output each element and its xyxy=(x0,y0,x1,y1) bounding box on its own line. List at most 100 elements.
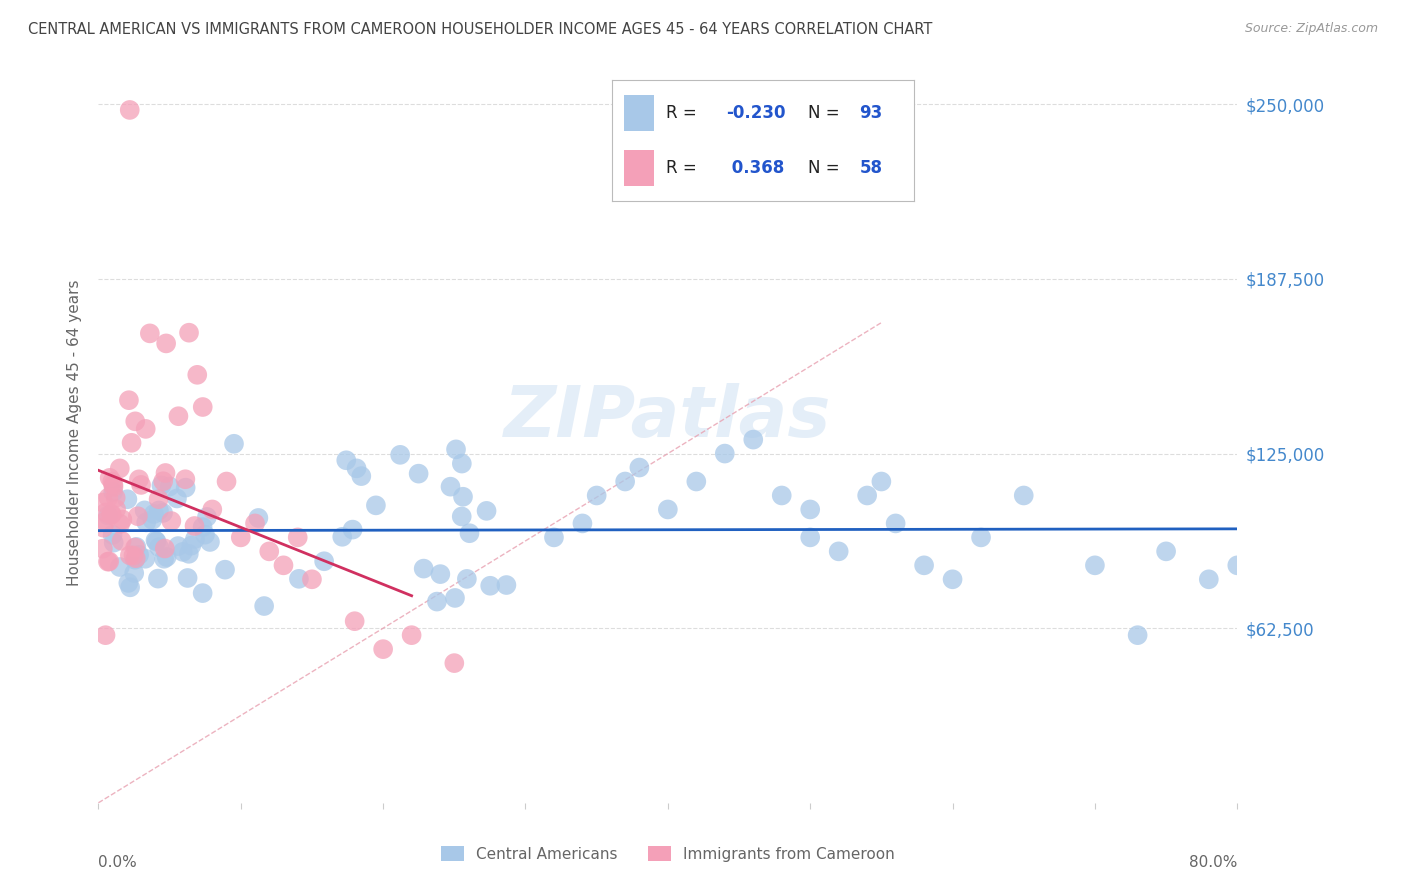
Point xyxy=(135,422,157,436)
Point xyxy=(412,561,434,575)
Text: 58: 58 xyxy=(859,159,883,178)
Point xyxy=(103,480,125,494)
Point xyxy=(314,554,336,568)
Point xyxy=(118,549,141,563)
Point xyxy=(94,514,117,528)
Point xyxy=(330,530,353,544)
Point xyxy=(628,460,651,475)
Point xyxy=(364,499,387,513)
Point xyxy=(1012,488,1035,502)
Legend: Central Americans, Immigrants from Cameroon: Central Americans, Immigrants from Camer… xyxy=(441,846,894,862)
Point xyxy=(97,508,120,523)
Text: N =: N = xyxy=(808,103,845,122)
Point xyxy=(1154,544,1177,558)
Point xyxy=(176,571,198,585)
Text: 93: 93 xyxy=(859,103,883,122)
Point xyxy=(614,475,637,489)
Point xyxy=(714,446,737,460)
Point xyxy=(139,326,162,341)
Point xyxy=(273,558,295,573)
Point xyxy=(128,548,150,562)
Text: CENTRAL AMERICAN VS IMMIGRANTS FROM CAMEROON HOUSEHOLDER INCOME AGES 45 - 64 YEA: CENTRAL AMERICAN VS IMMIGRANTS FROM CAME… xyxy=(28,22,932,37)
Point xyxy=(247,511,270,525)
Point xyxy=(288,572,311,586)
Point xyxy=(543,530,565,544)
Point xyxy=(103,485,125,500)
Point xyxy=(125,551,148,566)
Text: N =: N = xyxy=(808,159,845,178)
Point xyxy=(148,540,170,554)
Point xyxy=(134,551,156,566)
Point xyxy=(100,508,122,522)
Text: 0.0%: 0.0% xyxy=(98,855,138,870)
Point xyxy=(122,566,145,580)
Point xyxy=(186,368,208,382)
Point xyxy=(373,642,395,657)
Point xyxy=(155,466,177,480)
Point xyxy=(108,516,131,531)
Point xyxy=(799,530,821,544)
Point xyxy=(160,514,183,528)
Point xyxy=(117,492,139,507)
Point xyxy=(153,541,176,556)
Point xyxy=(444,442,467,457)
Point xyxy=(148,492,170,507)
Point xyxy=(117,576,139,591)
Point xyxy=(243,516,266,531)
Point xyxy=(128,472,150,486)
Point xyxy=(585,488,607,502)
Point xyxy=(389,448,412,462)
Point xyxy=(93,521,115,535)
Point xyxy=(451,490,474,504)
Point xyxy=(174,481,197,495)
Text: 0.368: 0.368 xyxy=(727,159,785,178)
Point xyxy=(342,523,364,537)
Point xyxy=(97,555,120,569)
Point xyxy=(177,326,200,340)
Point xyxy=(120,580,142,594)
Point xyxy=(1198,572,1220,586)
Point xyxy=(184,532,207,546)
Point xyxy=(145,533,167,548)
Point xyxy=(150,478,173,492)
Point xyxy=(1126,628,1149,642)
Point xyxy=(346,461,368,475)
Point xyxy=(429,567,451,582)
Bar xyxy=(624,95,654,131)
Point xyxy=(180,539,202,553)
Point xyxy=(1226,558,1249,573)
Point xyxy=(152,506,174,520)
Point xyxy=(118,103,141,117)
Point xyxy=(159,479,181,493)
Point xyxy=(742,433,765,447)
Y-axis label: Householder Income Ages 45 - 64 years: Householder Income Ages 45 - 64 years xyxy=(67,279,83,586)
Point xyxy=(98,554,121,568)
Point xyxy=(98,471,121,485)
Point xyxy=(443,656,465,670)
Point xyxy=(142,507,165,521)
Text: -0.230: -0.230 xyxy=(727,103,786,122)
Point xyxy=(475,504,498,518)
Point xyxy=(229,530,252,544)
Point xyxy=(172,545,194,559)
Point xyxy=(146,572,169,586)
Point xyxy=(870,475,893,489)
Point xyxy=(94,628,117,642)
Point xyxy=(214,563,236,577)
Point xyxy=(571,516,593,531)
Point xyxy=(799,502,821,516)
Point xyxy=(124,552,146,566)
Point xyxy=(450,509,472,524)
Point xyxy=(177,547,200,561)
Point xyxy=(191,520,214,534)
Point xyxy=(148,503,170,517)
Point xyxy=(91,495,114,509)
Point xyxy=(222,437,245,451)
Point xyxy=(125,540,148,554)
Point xyxy=(97,491,120,505)
Text: Source: ZipAtlas.com: Source: ZipAtlas.com xyxy=(1244,22,1378,36)
Point xyxy=(287,530,309,544)
Point xyxy=(657,502,679,516)
Point xyxy=(105,502,128,516)
Point xyxy=(183,519,205,533)
